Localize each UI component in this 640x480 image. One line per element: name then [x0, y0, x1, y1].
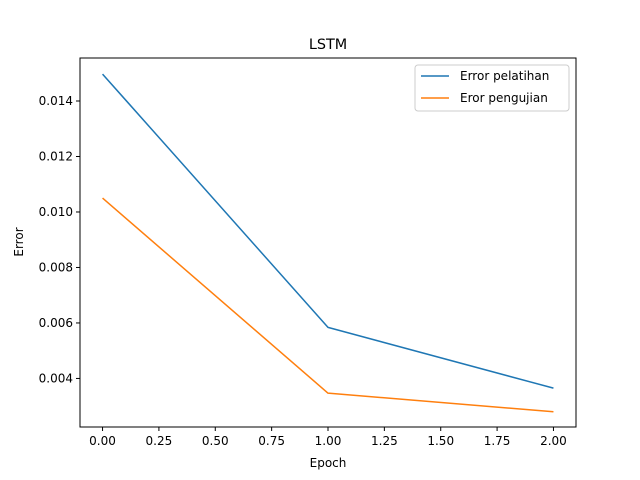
- x-tick-label: 0.25: [146, 434, 173, 448]
- x-axis: 0.00 0.25 0.50 0.75 1.00 1.25 1.50 1.75 2.00: [89, 427, 567, 448]
- y-tick-label: 0.004: [39, 371, 73, 385]
- x-tick-label: 2.00: [540, 434, 567, 448]
- x-tick-label: 0.50: [202, 434, 229, 448]
- series-line: [101, 73, 554, 389]
- y-tick-label: 0.006: [39, 316, 73, 330]
- legend-label: Eror pengujian: [460, 91, 548, 105]
- legend-label: Error pelatihan: [460, 69, 549, 83]
- x-tick-label: 1.00: [315, 434, 342, 448]
- x-tick-label: 1.75: [484, 434, 511, 448]
- y-axis: 0.004 0.006 0.008 0.010 0.012 0.014: [39, 94, 80, 385]
- y-tick-label: 0.014: [39, 94, 73, 108]
- plot-area: 0.00 0.25 0.50 0.75 1.00 1.25 1.50 1.75 2.00 0.0…: [39, 57, 577, 448]
- chart-title: LSTM: [309, 37, 347, 53]
- y-tick-label: 0.010: [39, 205, 73, 219]
- series-lines: [101, 73, 554, 413]
- y-tick-label: 0.008: [39, 260, 73, 274]
- legend-frame: [414, 64, 570, 112]
- legend: Error pelatihan Eror pengujian: [414, 64, 570, 112]
- x-axis-label: Epoch: [310, 456, 347, 470]
- x-tick-label: 0.00: [89, 434, 116, 448]
- y-tick-label: 0.012: [39, 149, 73, 163]
- x-tick-label: 0.75: [258, 434, 285, 448]
- x-tick-label: 1.50: [427, 434, 454, 448]
- x-tick-label: 1.25: [371, 434, 398, 448]
- series-line: [102, 197, 554, 413]
- y-axis-label: Error: [12, 227, 26, 256]
